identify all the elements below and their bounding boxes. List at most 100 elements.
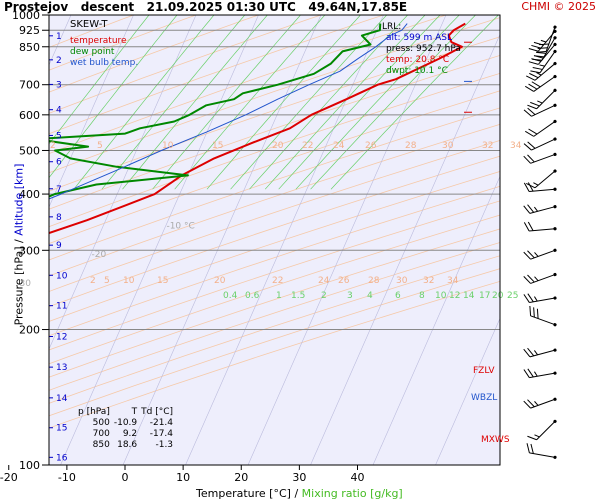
pressure-tick-label: 700 (19, 79, 40, 92)
barb-flag (536, 308, 539, 319)
altitude-tick-label: 6 (56, 158, 62, 168)
altitude-tick-label: 12 (56, 332, 67, 342)
axis-label-separator: / (12, 239, 26, 243)
wind-barb (530, 49, 557, 74)
dry-adiabat (49, 54, 500, 210)
dry-adiabat (49, 200, 500, 351)
isotherm (310, 33, 500, 465)
barb-shaft (530, 274, 556, 284)
barb-flag (529, 72, 539, 79)
barb-station (553, 397, 557, 401)
mixing-ratio-line (73, 15, 215, 190)
pressure-tick-label: 500 (19, 144, 40, 157)
table-cell: -10.9 (113, 418, 138, 428)
dry-adiabat (49, 185, 500, 337)
isotherm (372, 175, 500, 465)
barb-shaft (531, 104, 556, 117)
barb-half-flag (539, 64, 545, 67)
barb-shaft (529, 206, 556, 214)
altitude-tick-label: 16 (56, 453, 68, 463)
isotherm-top-label: 28 (405, 141, 417, 151)
isotherm-label: -20 (92, 250, 107, 260)
dry-adiabat (49, 228, 500, 378)
barb-half-flag (533, 206, 539, 212)
altitude-tick-label: 7 (56, 185, 62, 195)
barb-flag (526, 75, 536, 81)
mixing-ratio-label: 1 (276, 291, 282, 301)
barb-station (553, 227, 557, 231)
barb-flag (534, 55, 545, 58)
pressure-tick-label: 1000 (12, 9, 40, 22)
wind-barb (523, 103, 557, 117)
legend-wet-bulb: wet bulb temp. (70, 58, 139, 68)
pressure-tick-label: 600 (19, 109, 40, 122)
barb-flag (527, 141, 536, 149)
pressure-tick-label: 400 (19, 188, 40, 201)
isotherm (0, 5, 13, 465)
barb-shaft (530, 249, 556, 260)
table-cell: 850 (92, 440, 110, 450)
mixing-ratio-line (278, 15, 441, 190)
barb-flag (528, 48, 539, 52)
barb-station (553, 296, 557, 300)
barb-station (553, 74, 557, 79)
dry-adiabat (49, 72, 500, 228)
barb-flag (532, 58, 543, 61)
wind-barb (527, 419, 557, 441)
mixing-ratio-line (152, 15, 302, 190)
lrl-title: LRL: (382, 22, 402, 32)
altitude-tick-label: 1 (56, 32, 62, 42)
barb-shaft (537, 44, 556, 65)
dry-adiabat (49, 90, 500, 244)
isotherm (49, 15, 197, 350)
plot-frame (48, 14, 501, 466)
wind-barb (525, 74, 557, 92)
barb-station (553, 88, 557, 92)
mixing-ratio-line (310, 15, 477, 190)
barb-station (553, 61, 557, 66)
barb-shaft (545, 26, 556, 52)
barb-flag (530, 443, 534, 454)
altitude-tick-label: 13 (56, 363, 67, 373)
barb-flag (527, 435, 537, 441)
mixing-ratio-label: 4 (367, 291, 373, 301)
barb-station (553, 169, 557, 173)
fzlv-label: FZLV (473, 366, 495, 376)
summary-table: p [hPa] T Td [°C] 500 -10.9 -21.4 700 9.… (78, 407, 177, 451)
wind-barb (526, 61, 557, 81)
mixing-ratio-label: 6 (395, 291, 401, 301)
barb-flag (526, 182, 536, 189)
barb-station (553, 205, 557, 209)
altitude-tick-label: 3 (56, 80, 62, 90)
barb-flag (527, 154, 535, 163)
table-cell: 18.6 (117, 440, 138, 450)
barb-flag (523, 222, 530, 232)
barb-station (553, 119, 557, 124)
wind-barb (523, 293, 557, 304)
axis-label-separator: / (294, 487, 299, 500)
barb-shaft (533, 76, 556, 92)
isotherm-mid-label: 34 (447, 276, 459, 286)
isotherm-label: -10 °C (166, 222, 194, 232)
barb-flag (527, 221, 534, 231)
barb-flag (529, 305, 532, 316)
barb-shaft (534, 63, 556, 81)
mixing-ratio-label: 14 (463, 291, 475, 301)
barb-flag (527, 250, 535, 259)
barb-flag (527, 347, 535, 357)
dry-adiabat (49, 107, 500, 261)
lrl-box: LRL: alt: 599 m ASL press: 952.7 hPa tem… (382, 22, 461, 77)
mixing-ratio-line (249, 15, 409, 190)
altitude-tick-label: 4 (56, 106, 62, 116)
altitude-axis-label: Altitude [km] (12, 163, 26, 236)
isotherm (185, 15, 384, 465)
isotherm-top-label: 22 (302, 141, 313, 151)
altitude-tick-label: 14 (56, 394, 68, 404)
mode-text: descent (80, 0, 135, 14)
wind-barb (529, 305, 557, 327)
temperature-tick-label: 20 (234, 471, 248, 484)
isotherm (247, 15, 447, 465)
table-header: p [hPa] (78, 407, 110, 417)
barb-shaft (530, 153, 556, 164)
